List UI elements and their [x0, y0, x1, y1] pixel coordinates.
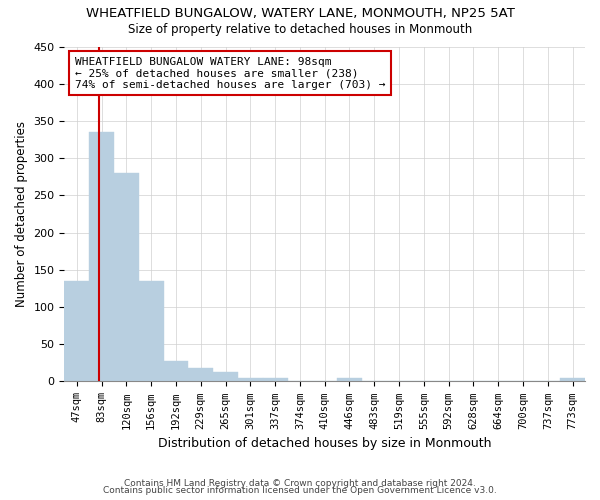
Bar — [238, 378, 263, 382]
Bar — [64, 281, 89, 382]
Bar — [337, 378, 362, 382]
Bar — [560, 378, 585, 382]
Bar — [164, 362, 188, 382]
Text: Contains HM Land Registry data © Crown copyright and database right 2024.: Contains HM Land Registry data © Crown c… — [124, 478, 476, 488]
Bar — [89, 132, 114, 382]
Text: WHEATFIELD BUNGALOW WATERY LANE: 98sqm
← 25% of detached houses are smaller (238: WHEATFIELD BUNGALOW WATERY LANE: 98sqm ←… — [75, 56, 385, 90]
Bar — [188, 368, 213, 382]
X-axis label: Distribution of detached houses by size in Monmouth: Distribution of detached houses by size … — [158, 437, 491, 450]
Bar — [114, 173, 139, 382]
Bar — [213, 372, 238, 382]
Text: Contains public sector information licensed under the Open Government Licence v3: Contains public sector information licen… — [103, 486, 497, 495]
Bar — [139, 281, 164, 382]
Text: Size of property relative to detached houses in Monmouth: Size of property relative to detached ho… — [128, 22, 472, 36]
Bar — [263, 378, 287, 382]
Text: WHEATFIELD BUNGALOW, WATERY LANE, MONMOUTH, NP25 5AT: WHEATFIELD BUNGALOW, WATERY LANE, MONMOU… — [86, 8, 514, 20]
Y-axis label: Number of detached properties: Number of detached properties — [15, 121, 28, 307]
